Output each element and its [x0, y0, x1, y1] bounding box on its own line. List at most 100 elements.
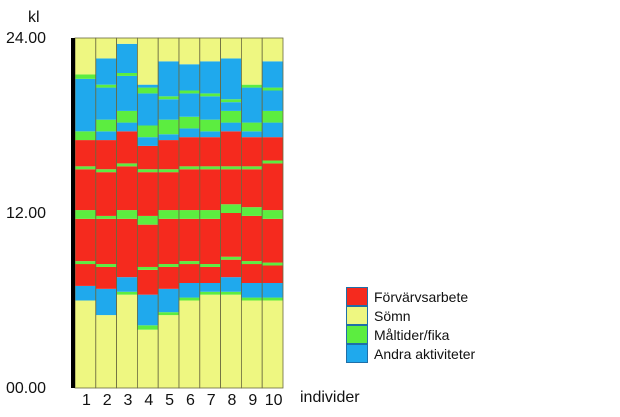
bar-individual-8	[220, 37, 242, 389]
segment-work	[262, 137, 283, 161]
segment-work	[241, 137, 263, 167]
segment-sleep	[158, 315, 179, 388]
segment-other	[137, 137, 159, 146]
segment-meal	[179, 90, 200, 94]
segment-meal	[75, 210, 96, 219]
segment-work	[262, 163, 283, 211]
segment-other	[199, 283, 221, 292]
segment-other	[262, 283, 283, 298]
segment-work	[220, 131, 242, 167]
segment-work	[95, 218, 117, 265]
y-tick-label: 00.00	[6, 380, 46, 397]
segment-work	[158, 172, 179, 211]
segment-meal	[262, 110, 283, 123]
y-axis-line	[71, 38, 75, 388]
segment-other	[199, 96, 221, 120]
legend-item-work: Förvärvsarbete	[346, 287, 475, 306]
legend-item-meal: Måltider/fika	[346, 325, 475, 344]
segment-work	[179, 218, 200, 262]
segment-meal	[75, 166, 96, 170]
segment-other	[137, 294, 159, 326]
segment-work	[220, 213, 242, 257]
segment-other	[95, 288, 117, 316]
segment-meal	[75, 74, 96, 79]
legend: Förvärvsarbete Sömn Måltider/fika Andra …	[346, 287, 475, 363]
x-tick-label: 2	[103, 392, 112, 409]
segment-work	[116, 131, 138, 164]
segment-other	[179, 93, 200, 117]
segment-work	[241, 264, 263, 283]
segment-work	[137, 172, 159, 216]
segment-other	[158, 134, 179, 141]
x-tick-label: 6	[186, 392, 195, 409]
segment-other	[199, 61, 221, 94]
x-tick-label: 9	[248, 392, 257, 409]
segment-meal	[158, 312, 179, 316]
segment-sleep	[137, 329, 159, 388]
segment-meal	[179, 261, 200, 265]
segment-work	[75, 169, 96, 211]
y-tick-label: 24.00	[6, 30, 46, 47]
segment-sleep	[75, 300, 96, 388]
segment-work	[199, 218, 221, 265]
legend-label-meal: Måltider/fika	[374, 326, 450, 343]
x-tick-label: 10	[265, 392, 283, 409]
bar-individual-6	[178, 37, 201, 389]
segment-meal	[199, 166, 221, 170]
segment-work	[137, 224, 159, 267]
x-axis-ticks: 1 2 3 4 5 6 7 8 9 10	[82, 392, 283, 409]
segment-other	[241, 131, 263, 138]
segment-other	[179, 128, 200, 138]
segment-work	[199, 137, 221, 167]
segment-meal	[241, 207, 263, 216]
segment-other	[220, 122, 242, 132]
bar-individual-5	[157, 37, 180, 389]
legend-label-other: Andra aktiviteter	[374, 345, 476, 362]
segment-meal	[158, 169, 179, 173]
segment-work	[199, 266, 221, 283]
segment-sleep	[116, 38, 138, 44]
segment-other	[158, 61, 179, 97]
segment-meal	[241, 166, 263, 170]
legend-swatch-other	[346, 344, 368, 363]
segment-work	[241, 169, 263, 208]
segment-sleep	[241, 300, 263, 388]
y-axis-ticks: 00.00 12.00 24.00	[6, 30, 46, 397]
segment-work	[95, 172, 117, 216]
segment-sleep	[179, 38, 200, 65]
segment-work	[75, 264, 96, 286]
segment-sleep	[95, 38, 117, 59]
segment-meal	[220, 110, 242, 123]
segment-other	[95, 58, 117, 85]
segment-meal	[262, 262, 283, 266]
bar-individual-10	[261, 37, 284, 389]
x-tick-label: 7	[207, 392, 216, 409]
segment-meal	[137, 325, 159, 330]
segment-work	[95, 266, 117, 289]
segment-meal	[95, 84, 117, 88]
segment-sleep	[220, 294, 242, 388]
segment-work	[262, 218, 283, 263]
segment-sleep	[199, 38, 221, 62]
segment-meal	[199, 291, 221, 295]
segment-work	[95, 140, 117, 170]
segment-meal	[262, 87, 283, 91]
legend-item-sleep: Sömn	[346, 306, 475, 325]
segment-meal	[116, 210, 138, 219]
segment-meal	[158, 264, 179, 267]
x-axis-label: individer	[300, 389, 360, 406]
segment-other	[75, 78, 96, 132]
bar-outline	[261, 37, 284, 389]
segment-meal	[241, 84, 263, 88]
segment-meal	[116, 291, 138, 295]
segment-meal	[262, 210, 283, 219]
segment-work	[262, 265, 283, 283]
segment-other	[137, 84, 159, 88]
segment-meal	[262, 297, 283, 301]
segment-meal	[137, 215, 159, 225]
segment-meal	[158, 119, 179, 135]
legend-label-sleep: Sömn	[374, 307, 411, 324]
bar-individual-2	[95, 37, 118, 389]
y-tick-label: 12.00	[6, 205, 46, 222]
segment-meal	[158, 210, 179, 219]
